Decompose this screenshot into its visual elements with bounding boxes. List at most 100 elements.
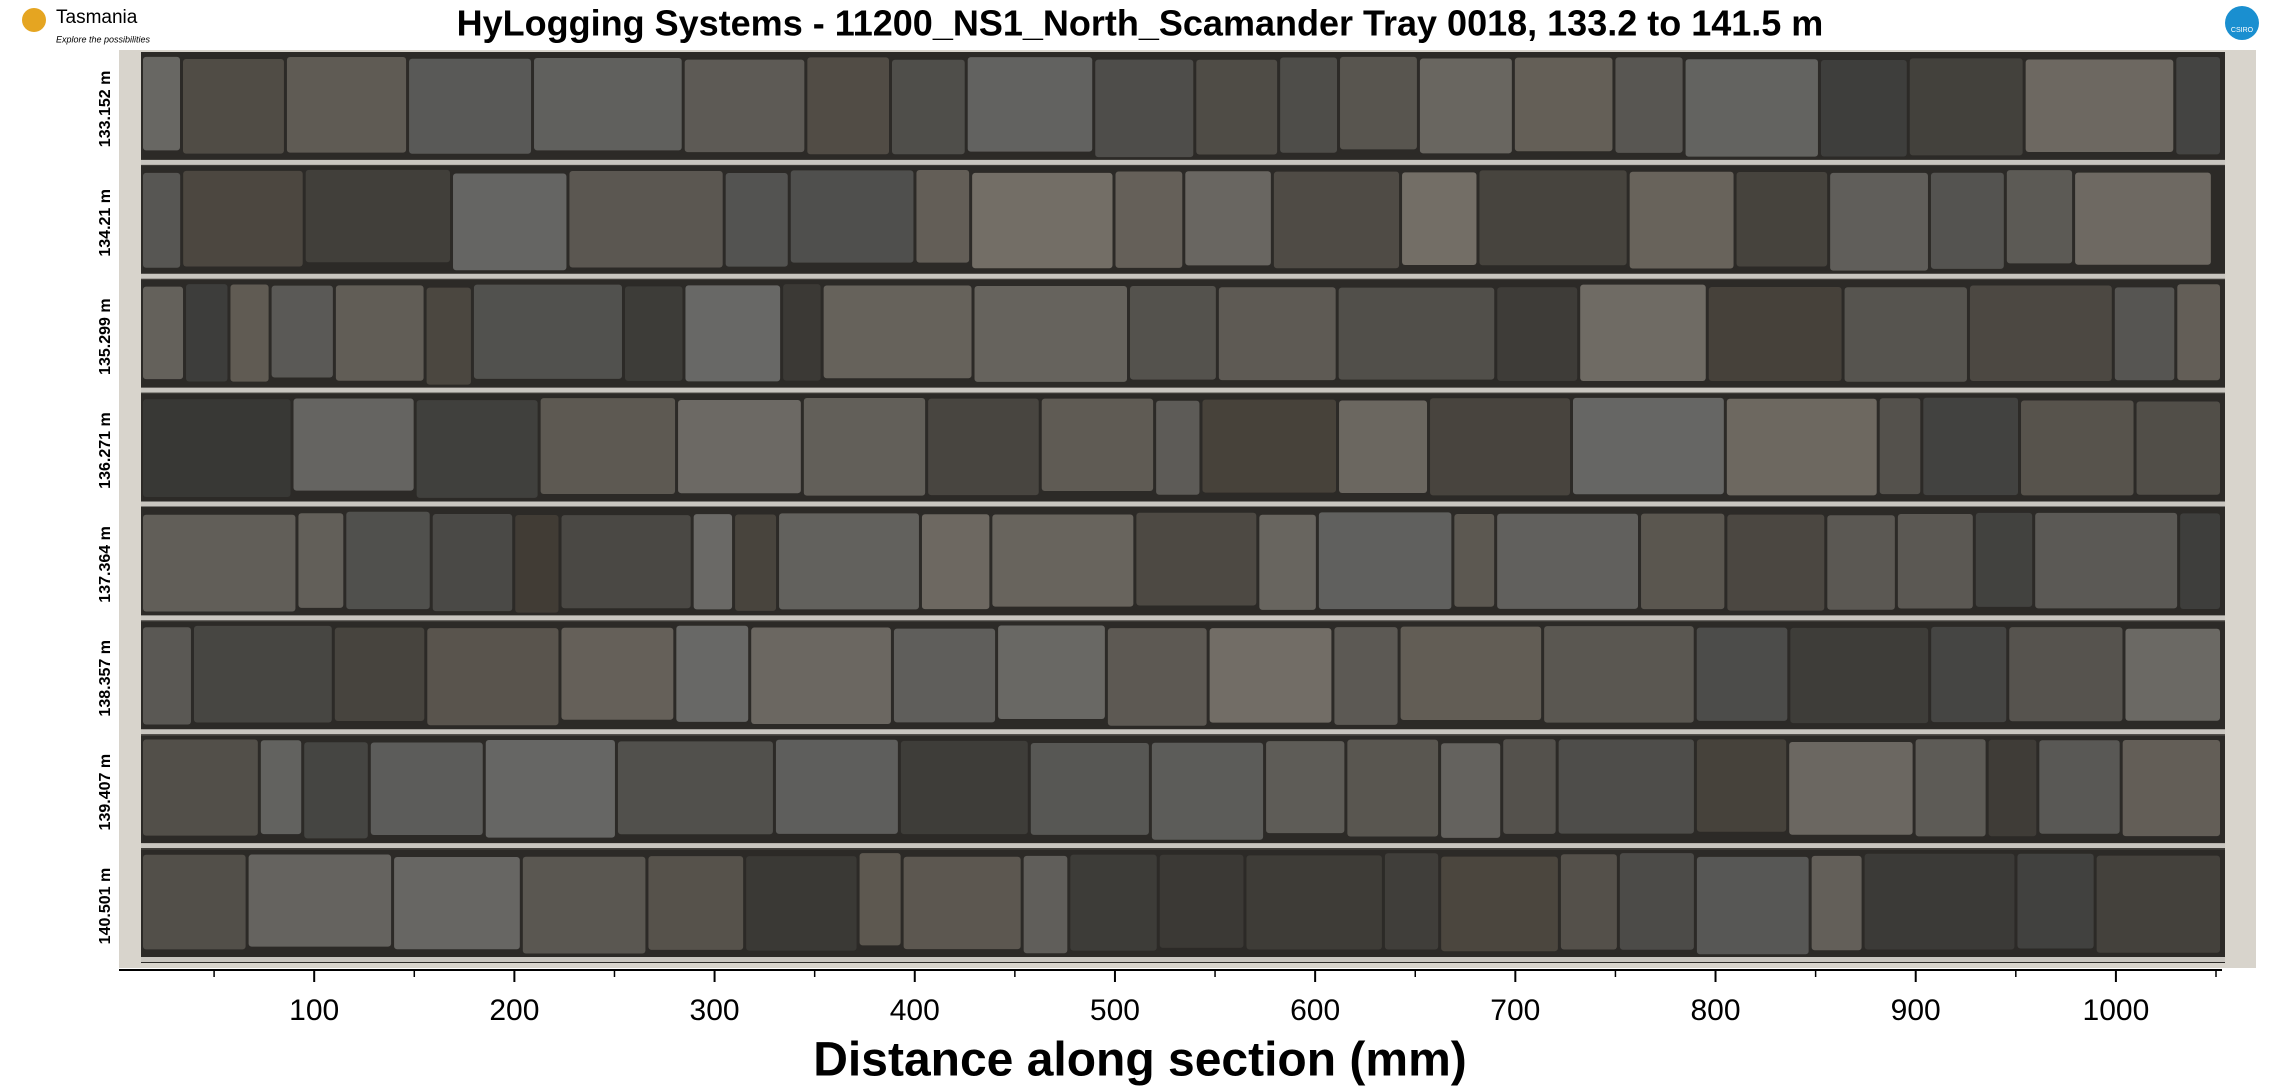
core-piece [2176, 56, 2220, 155]
core-piece [807, 57, 890, 155]
core-piece [1790, 627, 1929, 724]
core-piece [1864, 853, 2015, 950]
core-piece [1827, 515, 1895, 610]
core-piece [678, 399, 801, 494]
core-piece [230, 284, 269, 382]
core-piece [1107, 628, 1207, 726]
core-piece [515, 514, 559, 613]
core-piece [779, 513, 919, 610]
core-piece [1696, 856, 1809, 955]
core-piece [1811, 855, 1862, 951]
core-piece [1280, 57, 1338, 153]
core-piece [1030, 742, 1149, 835]
core-piece [1095, 59, 1194, 158]
tray-divider [141, 387, 2225, 393]
core-piece [1558, 739, 1694, 834]
logo-tagline: Explore the possibilities [56, 34, 151, 44]
x-tick-label: 1000 [2083, 994, 2150, 1027]
core-piece [1419, 58, 1512, 154]
core-piece [1909, 58, 2023, 156]
core-piece [143, 739, 258, 836]
tray-divider [141, 957, 2225, 962]
core-piece [1259, 514, 1316, 610]
core-piece [143, 627, 191, 725]
core-piece [648, 856, 744, 950]
core-piece [453, 173, 567, 271]
core-piece [1572, 397, 1724, 495]
core-piece [775, 739, 898, 834]
core-piece [921, 514, 990, 610]
core-piece [427, 628, 559, 726]
core-piece [1975, 512, 2033, 607]
core-piece [2025, 59, 2174, 152]
tray-divider [141, 501, 2225, 507]
core-piece [1209, 628, 1332, 723]
row-depth-label: 140.501 m [97, 868, 114, 945]
core-piece [2122, 739, 2220, 837]
core-piece [2017, 853, 2094, 949]
core-piece [409, 58, 532, 154]
core-piece [1969, 285, 2112, 381]
core-piece [1400, 626, 1542, 721]
core-piece [859, 853, 901, 946]
x-tick-label: 800 [1690, 994, 1740, 1027]
core-piece [1619, 853, 1694, 950]
core-piece [1615, 57, 1683, 153]
core-piece [2096, 855, 2220, 953]
core-piece [2021, 400, 2134, 496]
core-piece [1273, 171, 1400, 269]
tray-divider [141, 159, 2225, 165]
core-piece [725, 172, 788, 267]
core-piece [1514, 57, 1613, 152]
core-piece [432, 514, 513, 612]
core-piece [735, 514, 777, 611]
tray-divider [141, 729, 2225, 735]
core-piece [298, 513, 344, 608]
core-piece [1897, 514, 1973, 609]
tray-divider [141, 843, 2225, 849]
logo-tasmania: Tasmania Explore the possibilities [22, 7, 151, 44]
core-piece [2136, 401, 2220, 495]
core-piece [900, 740, 1028, 835]
core-piece [1430, 398, 1570, 496]
core-piece [394, 856, 520, 950]
x-tick-label: 700 [1490, 994, 1540, 1027]
core-piece [1151, 742, 1264, 840]
core-piece [143, 514, 296, 612]
core-piece [1930, 172, 2004, 269]
core-piece [2177, 284, 2220, 381]
core-piece [1641, 513, 1725, 610]
core-piece [972, 172, 1113, 269]
core-piece [928, 398, 1039, 496]
core-piece [1185, 171, 1271, 266]
core-piece [1580, 284, 1706, 382]
core-piece [892, 59, 965, 155]
tray-divider [141, 273, 2225, 279]
core-piece [485, 739, 615, 838]
x-tick-label: 600 [1290, 994, 1340, 1027]
core-piece [1479, 170, 1627, 266]
core-piece [1115, 171, 1183, 268]
core-piece [293, 398, 414, 491]
core-piece [426, 287, 471, 385]
core-piece [2035, 512, 2178, 609]
core-piece [685, 285, 781, 382]
core-piece [569, 170, 723, 268]
x-tick-label: 100 [289, 994, 339, 1027]
core-piece [1246, 855, 1382, 950]
core-piece [1202, 399, 1337, 493]
core-piece [803, 398, 926, 496]
core-piece [992, 514, 1134, 607]
core-piece [916, 170, 970, 263]
core-piece [1497, 287, 1578, 381]
core-piece [1196, 59, 1278, 155]
core-piece [1266, 741, 1345, 834]
core-piece [967, 57, 1093, 152]
x-tick-label: 400 [890, 994, 940, 1027]
core-piece [903, 856, 1021, 950]
core-piece [1347, 739, 1439, 837]
core-piece [540, 398, 676, 495]
row-depth-label: 134.21 m [97, 189, 114, 257]
core-piece [1708, 286, 1842, 382]
